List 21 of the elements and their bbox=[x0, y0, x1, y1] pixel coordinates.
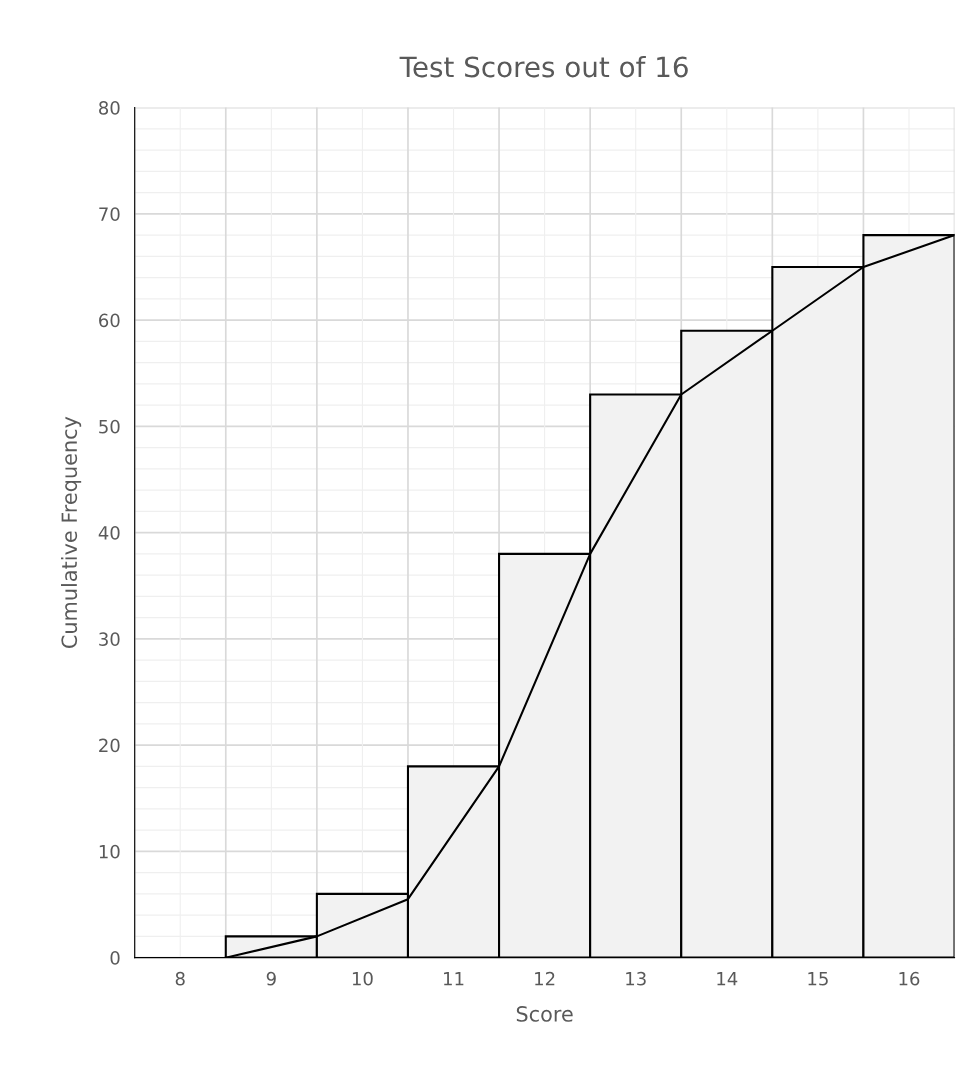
y-tick-label: 60 bbox=[99, 313, 120, 328]
x-tick-label: 12 bbox=[535, 971, 555, 986]
y-tick-label: 10 bbox=[99, 844, 120, 859]
y-tick-label: 40 bbox=[98, 526, 120, 540]
x-tick-label: 11 bbox=[444, 972, 464, 986]
x-tick-label: 15 bbox=[808, 972, 828, 986]
y-tick-label: 50 bbox=[99, 419, 120, 434]
y-tick-label: 70 bbox=[99, 207, 120, 221]
x-tick-label: 13 bbox=[626, 971, 646, 986]
y-tick-label: 20 bbox=[99, 738, 120, 753]
y-tick-label: 30 bbox=[99, 632, 120, 646]
x-tick-label: 8 bbox=[175, 971, 185, 986]
x-tick-label: 9 bbox=[266, 971, 276, 986]
chart-title: Test Scores out of 16 bbox=[399, 55, 688, 78]
y-axis-title: Cumulative Frequency bbox=[60, 416, 82, 649]
x-tick-label: 16 bbox=[899, 971, 920, 986]
x-axis-title: Score bbox=[516, 1006, 573, 1022]
y-tick-label: 80 bbox=[99, 101, 120, 115]
x-tick-label: 10 bbox=[352, 971, 373, 986]
x-tick-label: 14 bbox=[717, 972, 738, 986]
y-tick-label: 0 bbox=[110, 951, 120, 965]
